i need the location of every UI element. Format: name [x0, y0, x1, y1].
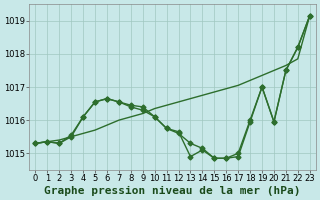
X-axis label: Graphe pression niveau de la mer (hPa): Graphe pression niveau de la mer (hPa) — [44, 186, 301, 196]
